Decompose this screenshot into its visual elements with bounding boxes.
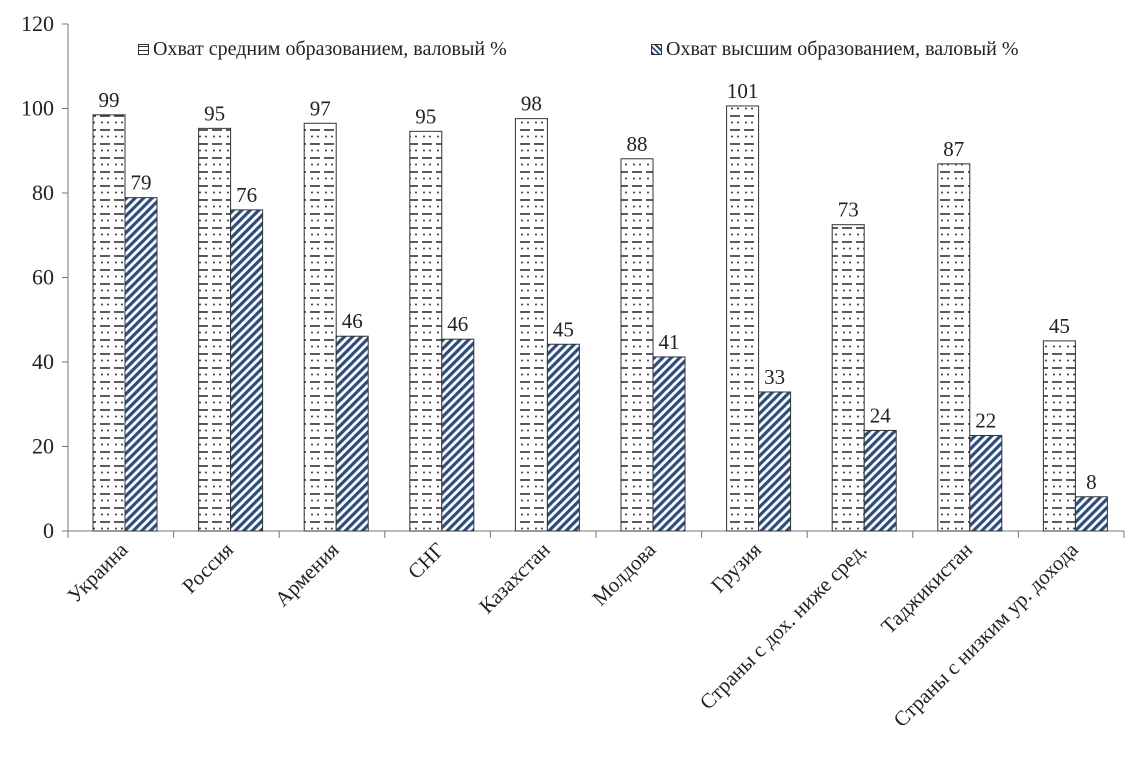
bar-secondary — [92, 114, 126, 532]
data-label-secondary: 98 — [521, 92, 542, 116]
data-label-secondary: 95 — [204, 101, 225, 125]
bar-secondary — [409, 130, 443, 532]
legend-label-higher: Охват высшим образованием, валовый % — [666, 38, 1019, 60]
x-tick-label: Россия — [177, 537, 238, 598]
bar-secondary — [831, 224, 865, 532]
data-label-higher: 24 — [870, 403, 892, 427]
data-label-higher: 76 — [236, 183, 257, 207]
bar-secondary — [726, 105, 760, 532]
data-label-secondary: 101 — [727, 79, 759, 103]
bar-secondary — [620, 158, 654, 532]
x-tick-label: Украина — [62, 537, 132, 607]
bar-secondary — [1042, 340, 1076, 532]
bar-higher — [335, 335, 369, 532]
y-tick-label: 80 — [32, 180, 54, 205]
data-label-higher: 46 — [447, 312, 468, 336]
legend-swatch-higher — [651, 44, 662, 55]
bar-higher — [863, 429, 897, 532]
y-tick-label: 120 — [21, 11, 54, 36]
bar-secondary — [303, 122, 337, 532]
x-tick-label: Молдова — [588, 537, 661, 610]
x-tick-label: Таджикистан — [876, 538, 977, 639]
y-tick-label: 20 — [32, 434, 54, 459]
data-label-secondary: 88 — [627, 132, 648, 156]
data-label-higher: 41 — [659, 330, 680, 354]
data-label-secondary: 73 — [838, 198, 859, 222]
y-tick-label: 60 — [32, 265, 54, 290]
data-label-higher: 33 — [764, 365, 785, 389]
bar-secondary — [198, 127, 232, 532]
bar-higher — [230, 209, 264, 532]
x-tick-label: Страны с низким ур. дохода — [889, 537, 1084, 732]
x-tick-label: СНГ — [403, 538, 449, 584]
data-label-secondary: 45 — [1049, 314, 1070, 338]
x-tick-label: Армения — [270, 537, 344, 611]
y-tick-label: 0 — [43, 518, 54, 543]
legend-swatch-secondary — [138, 44, 149, 55]
y-tick-label: 100 — [21, 96, 54, 121]
y-tick-label: 40 — [32, 349, 54, 374]
legend-label-secondary: Охват средним образованием, валовый % — [153, 38, 507, 60]
legend-item-higher: Охват высшим образованием, валовый % — [651, 38, 1019, 61]
data-label-secondary: 87 — [943, 137, 964, 161]
bar-secondary — [937, 163, 971, 532]
legend-item-secondary: Охват средним образованием, валовый % — [138, 38, 507, 61]
data-label-higher: 45 — [553, 317, 574, 341]
bar-higher — [969, 435, 1003, 532]
data-label-secondary: 95 — [415, 104, 436, 128]
data-label-higher: 79 — [131, 171, 152, 195]
bar-higher — [124, 197, 158, 532]
bar-higher — [758, 391, 792, 532]
bar-higher — [652, 356, 686, 532]
data-label-higher: 8 — [1086, 470, 1097, 494]
bar-higher — [441, 338, 475, 532]
data-label-higher: 46 — [342, 309, 363, 333]
data-label-secondary: 97 — [310, 96, 331, 120]
x-tick-label: Казахстан — [474, 538, 555, 619]
data-label-secondary: 99 — [99, 88, 120, 112]
bar-higher — [546, 343, 580, 532]
bar-secondary — [514, 118, 548, 532]
x-tick-label: Грузия — [706, 537, 766, 597]
bar-higher — [1074, 496, 1108, 532]
data-label-higher: 22 — [975, 409, 996, 433]
